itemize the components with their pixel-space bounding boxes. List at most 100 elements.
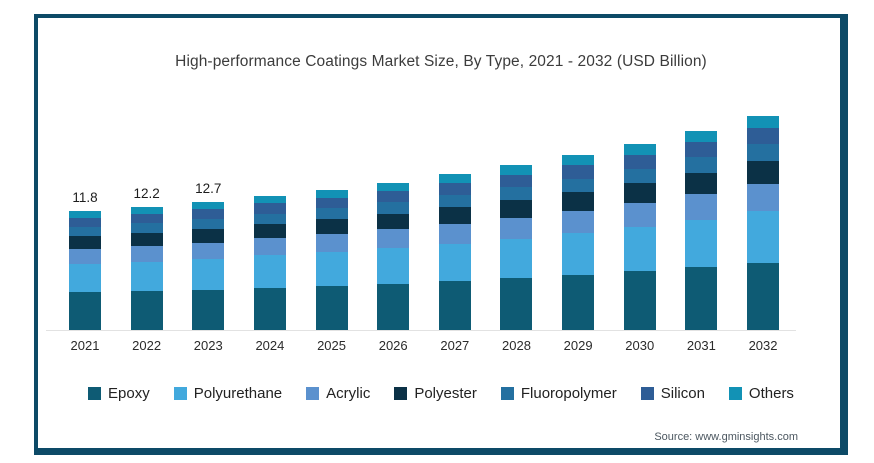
segment-polyester-2030 [623,183,656,204]
segment-silicon-2021 [69,217,101,227]
segment-fluoropolymer-2024 [253,213,286,225]
segment-epoxy-2027 [438,281,471,330]
segment-acrylic-2029 [562,210,595,234]
x-tick-2022: 2022 [132,338,162,353]
legend-item-polyurethane: Polyurethane [173,385,282,402]
segment-silicon-2029 [562,165,595,179]
segment-epoxy-2029 [562,274,595,330]
segment-acrylic-2028 [500,217,533,239]
segment-polyurethane-2023 [192,258,225,290]
x-tick-2031: 2031 [686,338,716,353]
segment-epoxy-2030 [623,271,656,330]
segment-silicon-2030 [623,154,656,169]
segment-polyurethane-2027 [438,243,471,282]
segment-silicon-2027 [438,183,471,196]
legend-label: Epoxy [108,385,150,402]
segment-polyester-2026 [377,213,410,230]
segment-acrylic-2031 [685,194,718,220]
legend-label: Polyester [414,385,477,402]
segment-others-2024 [253,195,286,204]
x-tick-2025: 2025 [317,338,346,353]
segment-acrylic-2032 [747,183,780,212]
x-tick-2023: 2023 [193,338,223,353]
segment-polyester-2025 [315,219,348,235]
legend-item-epoxy: Epoxy [88,385,150,402]
segment-others-2032 [747,115,780,129]
legend-label: Fluoropolymer [520,385,617,402]
segment-epoxy-2026 [377,283,410,330]
legend-item-others: Others [728,385,794,402]
segment-silicon-2022 [130,213,163,224]
segment-polyurethane-2022 [130,261,163,292]
bar-2024 [253,195,286,330]
bar-2030 [623,144,656,330]
segment-silicon-2025 [315,197,348,209]
legend-swatch-icon [173,387,187,400]
bar-value-label-2021: 11.8 [72,189,98,205]
segment-polyester-2021 [69,235,101,249]
legend-swatch-icon [500,387,514,400]
segment-epoxy-2031 [685,267,718,330]
segment-polyester-2031 [685,173,718,195]
segment-others-2026 [377,182,410,191]
legend-label: Acrylic [326,385,371,402]
bar-2028 [500,165,533,330]
segment-acrylic-2021 [69,248,101,264]
segment-silicon-2032 [747,128,780,145]
segment-fluoropolymer-2021 [69,226,101,236]
segment-others-2022 [130,206,163,214]
legend-label: Others [748,385,794,402]
segment-acrylic-2026 [377,229,410,249]
segment-polyurethane-2021 [69,263,101,293]
segment-fluoropolymer-2026 [377,202,410,214]
legend-item-acrylic: Acrylic [306,385,370,402]
segment-silicon-2023 [192,208,225,219]
x-tick-2032: 2032 [748,338,778,353]
segment-others-2023 [192,201,225,209]
legend-item-silicon: Silicon [640,385,705,402]
bar-2021 [69,210,101,330]
segment-polyurethane-2030 [623,226,656,272]
segment-fluoropolymer-2023 [192,218,225,229]
bar-2026 [377,182,410,330]
segment-polyurethane-2025 [315,252,348,286]
legend-swatch-icon [728,387,742,400]
segment-acrylic-2022 [130,246,163,262]
legend-item-polyester: Polyester [394,385,477,402]
x-tick-2030: 2030 [625,338,655,353]
chart-title: High-performance Coatings Market Size, B… [175,53,707,70]
segment-silicon-2024 [253,203,286,214]
segment-epoxy-2021 [69,292,101,330]
segment-others-2027 [438,174,471,184]
legend-swatch-icon [640,387,654,400]
segment-polyester-2029 [562,192,595,211]
segment-polyester-2028 [500,200,533,218]
segment-acrylic-2024 [253,238,286,256]
legend-swatch-icon [88,387,102,400]
legend-swatch-icon [306,387,320,400]
segment-polyester-2027 [438,207,471,224]
segment-fluoropolymer-2027 [438,195,471,208]
x-tick-2028: 2028 [502,338,531,353]
bar-2022 [130,206,163,330]
legend-swatch-icon [394,387,408,400]
bar-2025 [315,189,348,330]
x-tick-2029: 2029 [563,338,593,353]
bar-2031 [685,131,718,330]
segment-silicon-2028 [500,174,533,188]
segment-polyester-2022 [130,232,163,247]
segment-acrylic-2023 [192,242,225,259]
legend-label: Silicon [660,385,705,402]
segment-others-2030 [623,144,656,155]
segment-acrylic-2027 [438,223,471,244]
segment-others-2025 [315,189,348,198]
segment-polyester-2032 [747,161,780,184]
segment-polyurethane-2024 [253,255,286,288]
segment-polyurethane-2031 [685,219,718,268]
source-note: Source: www.gminsights.com [654,431,798,443]
segment-fluoropolymer-2031 [685,157,718,174]
segment-epoxy-2032 [747,262,780,330]
segment-polyurethane-2028 [500,238,533,279]
segment-silicon-2026 [377,190,410,203]
